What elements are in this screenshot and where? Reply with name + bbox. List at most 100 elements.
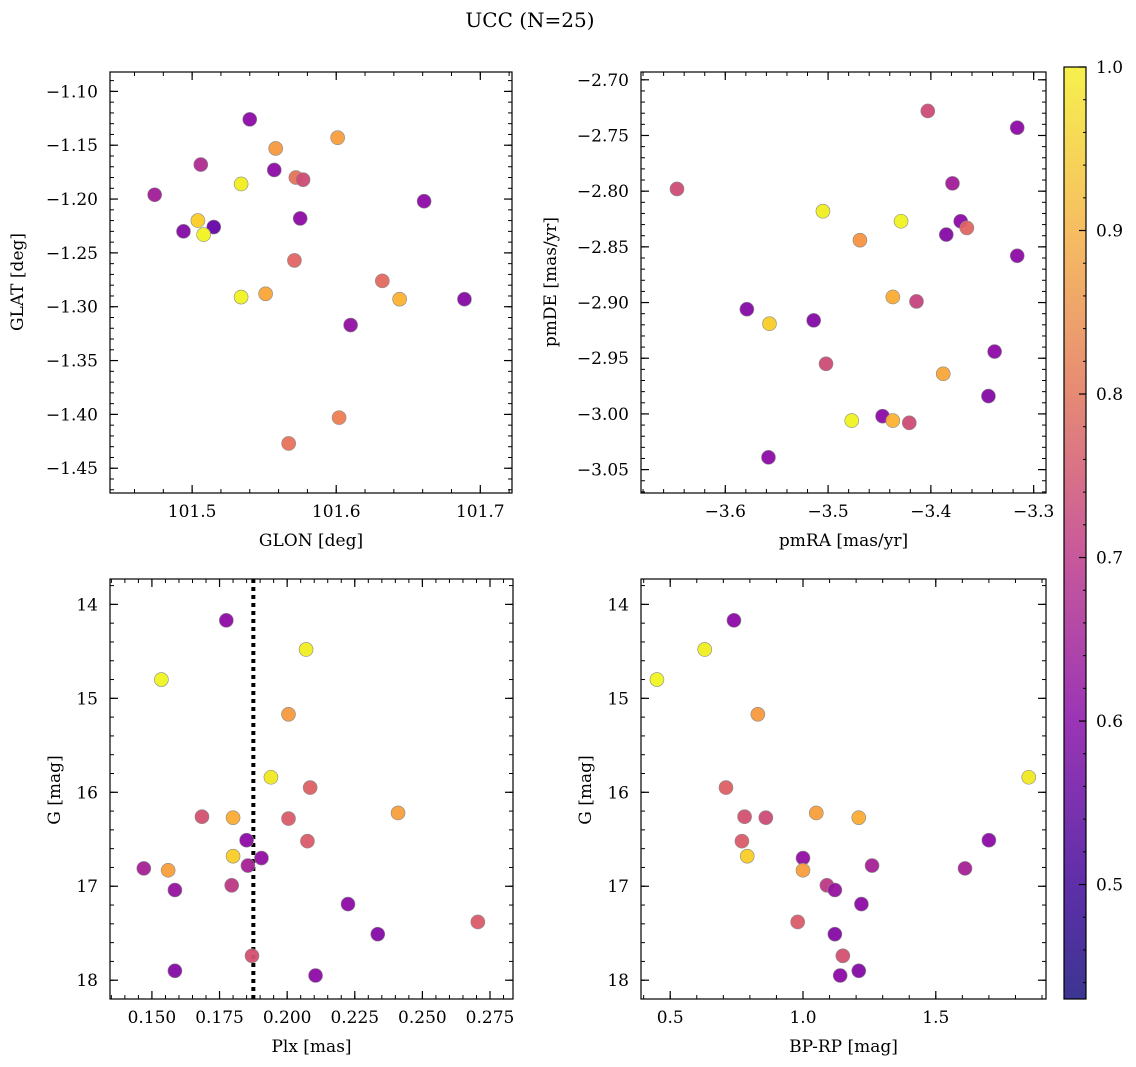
scatter-point — [281, 811, 296, 826]
scatter-point — [795, 862, 811, 878]
y-tick-label: −1.25 — [46, 244, 98, 264]
panel-bprp-g: 0.5 1.0 1.5 14 15 16 17 18 BP-RP [mag] G [mag] — [576, 578, 1047, 1057]
scatter-point — [935, 366, 951, 382]
x-axis-label: BP-RP [mag] — [789, 1037, 898, 1057]
y-tick-label: −1.10 — [46, 82, 98, 102]
scatter-point — [194, 809, 210, 825]
scatter-point — [852, 232, 868, 248]
colorbar-tick-label: 0.7 — [1096, 549, 1123, 569]
y-tick-label: 17 — [607, 877, 629, 897]
scatter-point — [697, 642, 713, 657]
scatter-point — [669, 181, 685, 197]
scatter-point — [762, 316, 777, 332]
scatter-point — [718, 780, 734, 795]
scatter-point — [390, 805, 406, 821]
scatter-point — [281, 707, 296, 722]
colorbar-gradient — [1063, 66, 1087, 1000]
scatter-point — [885, 289, 901, 305]
y-tick-label: −1.15 — [46, 136, 98, 156]
scatter-point — [844, 413, 860, 428]
scatter-point — [737, 809, 752, 825]
axes-frame — [109, 71, 513, 494]
colorbar-tick-label: 0.6 — [1096, 712, 1123, 732]
x-tick-label: 0.150 — [128, 1008, 177, 1028]
y-tick-label: 15 — [76, 689, 98, 709]
scatter-point — [154, 672, 169, 687]
scatter-point — [392, 291, 407, 307]
scatter-point — [959, 220, 975, 236]
scatter-point — [225, 810, 241, 825]
scatter-point — [240, 858, 256, 873]
x-tick-label: 0.250 — [398, 1008, 447, 1028]
scatter-point — [244, 948, 260, 964]
colorbar-tick-label: 0.8 — [1096, 385, 1123, 405]
scatter-point — [343, 317, 358, 333]
scatter-point — [734, 833, 750, 849]
scatter-point — [239, 832, 254, 848]
scatter-point — [739, 848, 755, 864]
scatter-point — [193, 157, 209, 172]
y-tick-label: −1.40 — [46, 405, 98, 425]
scatter-point — [649, 672, 665, 687]
x-axis-label: GLON [deg] — [259, 531, 363, 551]
scatter-point — [254, 850, 269, 866]
scatter-point — [190, 213, 206, 228]
scatter-point — [160, 862, 176, 878]
scatter-point — [330, 130, 345, 145]
y-tick-label: −1.45 — [46, 459, 98, 479]
y-tick-label: −2.85 — [577, 238, 629, 258]
axes-frame — [640, 71, 1047, 494]
x-tick-label: 101.5 — [168, 502, 217, 522]
x-tick-label: 0.225 — [330, 1008, 379, 1028]
scatter-point — [287, 253, 302, 268]
scatter-point — [981, 832, 997, 848]
scatter-point — [470, 914, 486, 930]
scatter-point — [981, 388, 996, 404]
scatter-point — [851, 810, 867, 825]
scatter-point — [242, 112, 258, 127]
y-tick-label: −1.20 — [46, 190, 98, 210]
y-tick-label: 14 — [607, 595, 629, 615]
scatter-point — [832, 968, 848, 983]
y-tick-label: 16 — [76, 783, 98, 803]
x-tick-label: 1.5 — [922, 1008, 949, 1028]
colorbar-tick-label: 1.0 — [1096, 58, 1123, 78]
scatter-point — [295, 172, 311, 187]
y-axis-label: G [mag] — [45, 755, 65, 824]
scatter-point — [263, 769, 279, 785]
scatter-point — [233, 176, 249, 192]
scatter-point — [854, 896, 869, 912]
scatter-point — [340, 896, 356, 912]
scatter-point — [224, 878, 240, 893]
scatter-point — [167, 963, 183, 979]
x-tick-label: −3.5 — [807, 502, 848, 522]
scatter-point — [987, 344, 1002, 359]
scatter-point — [815, 203, 831, 219]
x-tick-label: −3.6 — [705, 502, 746, 522]
scatter-point — [790, 914, 805, 930]
scatter-point — [196, 227, 211, 242]
y-tick-label: 16 — [607, 783, 629, 803]
y-axis-label: G [mag] — [576, 755, 596, 824]
x-tick-label: 0.175 — [195, 1008, 244, 1028]
scatter-point — [1021, 769, 1037, 785]
scatter-point — [901, 415, 917, 431]
x-tick-label: 0.5 — [657, 1008, 684, 1028]
x-tick-label: 0.275 — [466, 1008, 515, 1028]
axes-frame — [640, 578, 1047, 1000]
scatter-point — [795, 850, 811, 866]
panel-plx-g: 0.150 0.175 0.200 0.225 0.250 0.275 14 15 16 17 18… — [45, 578, 515, 1057]
scatter-point — [920, 103, 936, 119]
scatter-point — [758, 810, 774, 825]
scatter-point — [266, 162, 282, 178]
y-tick-label: 18 — [76, 971, 98, 991]
scatter-point — [957, 861, 973, 876]
y-tick-label: 15 — [607, 689, 629, 709]
colorbar-tick-label: 0.5 — [1096, 876, 1123, 896]
scatter-point — [225, 848, 241, 864]
scatter-point — [206, 219, 222, 235]
colorbar-tick-label: 0.9 — [1096, 222, 1123, 242]
y-tick-label: −1.30 — [46, 298, 98, 318]
x-tick-label: −3.4 — [910, 502, 951, 522]
